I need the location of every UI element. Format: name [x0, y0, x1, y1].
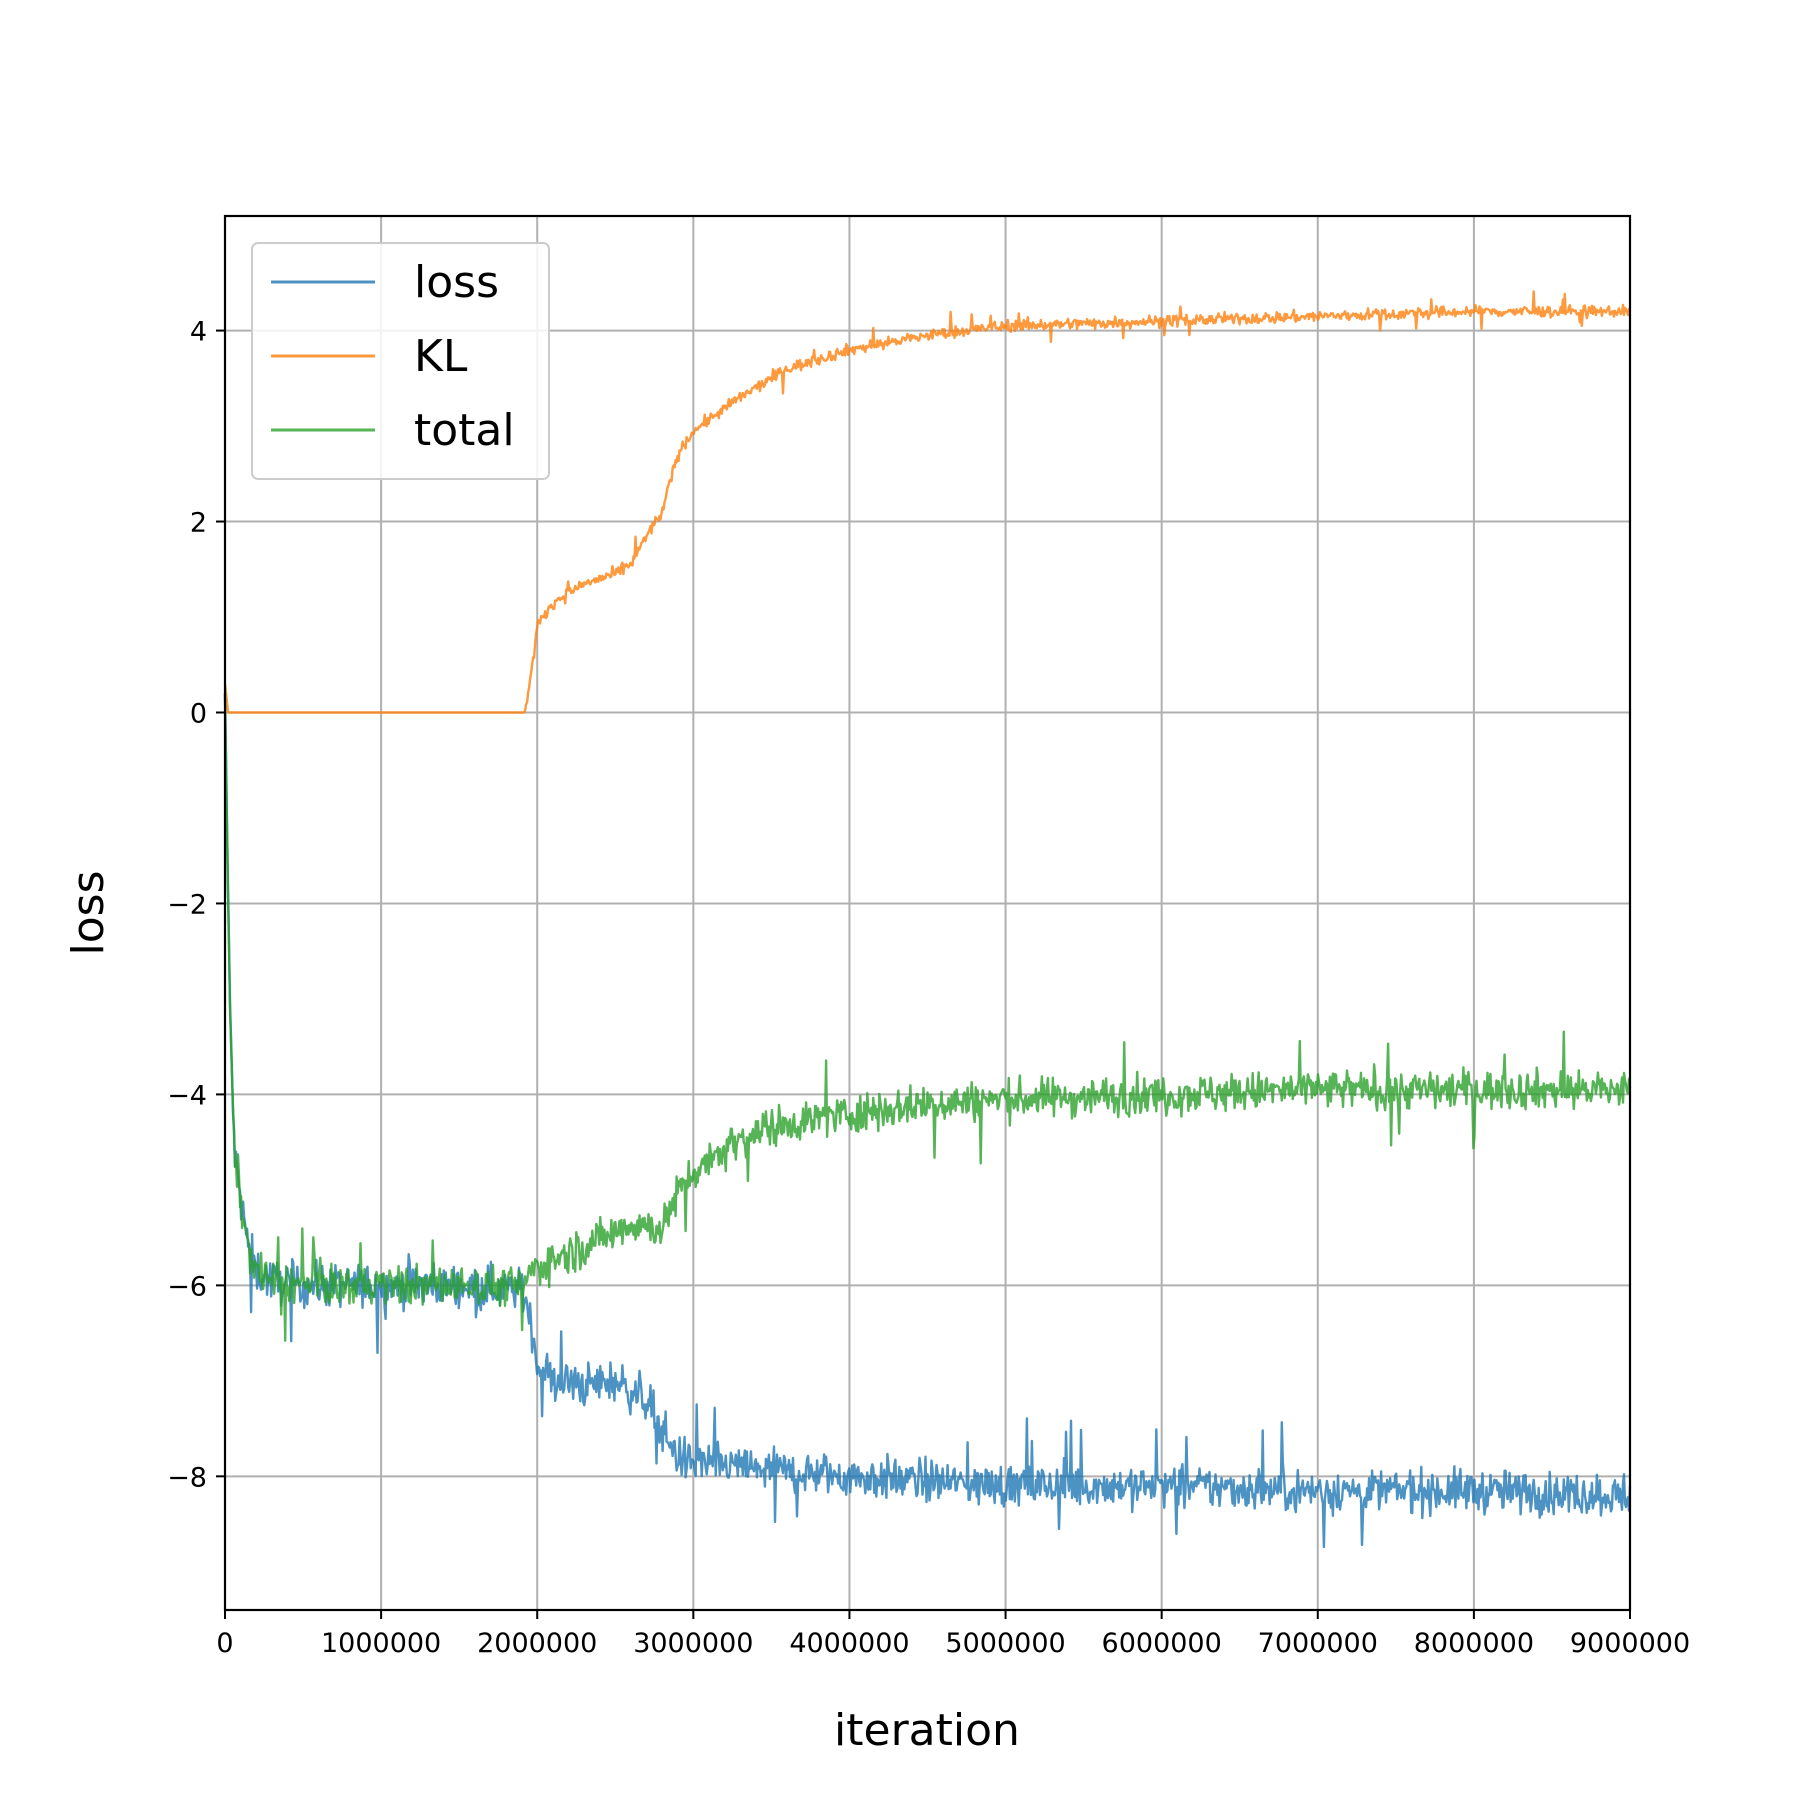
y-tick-label: −2	[167, 889, 207, 920]
x-tick-label: 0	[216, 1628, 233, 1659]
x-tick-label: 6000000	[1102, 1628, 1222, 1659]
legend-label-total: total	[414, 405, 515, 456]
x-axis-label: iteration	[834, 1705, 1020, 1756]
series-line-kl	[223, 290, 1632, 714]
x-tick-label: 1000000	[321, 1628, 441, 1659]
legend: loss KL total	[251, 242, 550, 480]
y-tick-label: −8	[167, 1462, 207, 1493]
x-tick-label: 9000000	[1570, 1628, 1690, 1659]
y-tick-label: 4	[190, 317, 207, 348]
y-tick-label: 0	[190, 698, 207, 729]
series-line-loss	[223, 693, 1632, 1549]
x-tick-label: 2000000	[477, 1628, 597, 1659]
x-tick-label: 7000000	[1258, 1628, 1378, 1659]
x-tick-label: 4000000	[789, 1628, 909, 1659]
series-line-total	[223, 693, 1632, 1342]
legend-label-kl: KL	[414, 331, 468, 382]
legend-box	[251, 242, 550, 480]
y-tick-label: −4	[167, 1080, 207, 1111]
ticks: 0 1000000 2000000 3000000 4000000 5000000 6000…	[167, 317, 1690, 1659]
series-layer	[223, 290, 1632, 1549]
plot-frame	[223, 214, 1632, 1612]
y-tick-label: −6	[167, 1271, 207, 1302]
y-axis-label: loss	[63, 871, 114, 956]
y-tick-label: 2	[190, 508, 207, 539]
x-tick-label: 5000000	[945, 1628, 1065, 1659]
x-tick-label: 8000000	[1414, 1628, 1534, 1659]
x-tick-label: 3000000	[633, 1628, 753, 1659]
legend-label-loss: loss	[414, 257, 499, 308]
